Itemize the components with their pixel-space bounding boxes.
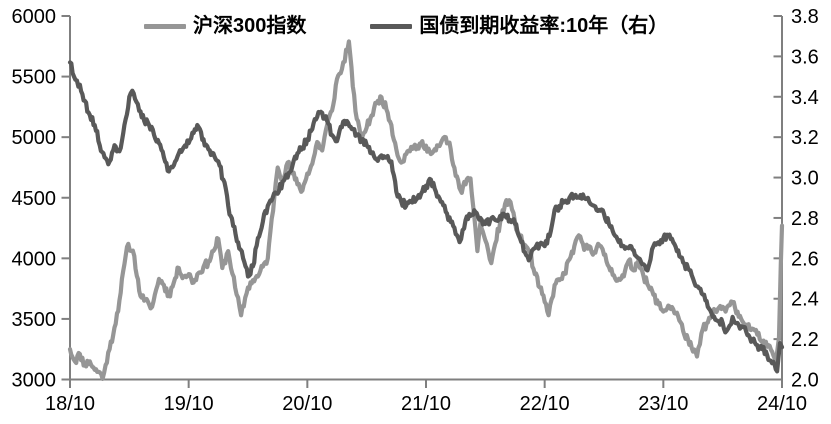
y-right-tick-label: 2.4 — [791, 289, 819, 311]
y-left-tick-label: 3500 — [12, 309, 57, 331]
legend-swatch-bond-yield — [370, 23, 413, 29]
x-tick-label: 23/10 — [638, 393, 688, 415]
y-right-tick-label: 3.6 — [791, 46, 819, 68]
x-tick-label: 21/10 — [401, 393, 451, 415]
legend-swatch-csi300 — [144, 23, 186, 29]
legend-label-bond-yield: 国债到期收益率:10年（右） — [419, 15, 669, 37]
chart-legend: 沪深300指数 国债到期收益率:10年（右） — [144, 14, 668, 38]
y-left-tick-label: 4500 — [12, 188, 57, 210]
legend-item-csi300: 沪深300指数 — [144, 14, 306, 38]
y-right-tick-label: 2.8 — [791, 208, 819, 230]
y-left-tick-label: 5500 — [12, 67, 57, 89]
y-left-tick-label: 4000 — [12, 248, 57, 270]
legend-item-bond-yield: 国债到期收益率:10年（右） — [370, 14, 668, 38]
y-right-tick-label: 3.4 — [791, 87, 819, 109]
y-left-tick-label: 5000 — [12, 127, 57, 149]
y-left-tick-label: 3000 — [12, 370, 57, 392]
y-right-tick-label: 3.2 — [791, 127, 819, 149]
y-right-tick-label: 3.8 — [791, 6, 819, 28]
series-line-bond-yield — [67, 60, 785, 374]
y-right-tick-label: 3.0 — [791, 168, 819, 190]
y-left-tick-label: 6000 — [12, 6, 57, 28]
x-tick-label: 20/10 — [282, 393, 332, 415]
series-line-csi300 — [67, 39, 785, 381]
y-right-tick-label: 2.2 — [791, 329, 819, 351]
x-tick-label: 18/10 — [45, 393, 95, 415]
x-tick-label: 24/10 — [757, 393, 807, 415]
legend-label-csi300: 沪深300指数 — [193, 15, 307, 37]
x-tick-label: 22/10 — [520, 393, 570, 415]
y-right-tick-label: 2.0 — [791, 370, 819, 392]
y-right-tick-label: 2.6 — [791, 248, 819, 270]
x-tick-label: 19/10 — [164, 393, 214, 415]
